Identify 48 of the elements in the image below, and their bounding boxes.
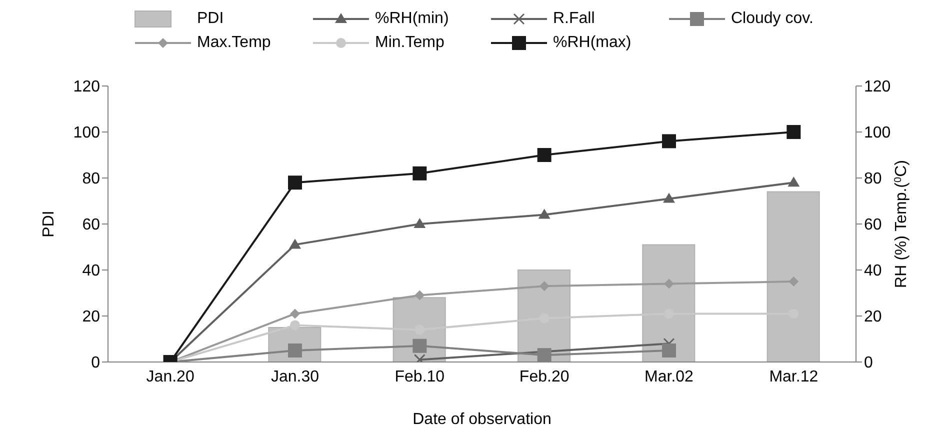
legend-label: Max.Temp <box>197 34 271 52</box>
y-tick-label: 40 <box>82 262 100 280</box>
point <box>539 281 550 292</box>
legend-label: %RH(min) <box>375 10 449 28</box>
legend-label: %RH(max) <box>553 34 632 52</box>
legend-label: R.Fall <box>553 10 595 28</box>
point <box>537 148 552 162</box>
y2-tick-label: 120 <box>864 78 891 96</box>
point <box>290 308 300 319</box>
point <box>538 208 550 219</box>
point <box>786 125 801 139</box>
y2-tick-label: 80 <box>864 170 882 188</box>
x-tick-label: Mar.02 <box>644 368 694 386</box>
point <box>414 290 425 300</box>
x-axis-title: Date of observation <box>412 411 552 428</box>
legend-label: Cloudy cov. <box>731 10 814 28</box>
point <box>788 176 800 187</box>
point <box>290 320 300 330</box>
point <box>663 192 675 203</box>
y-tick-label: 0 <box>91 354 100 372</box>
point <box>412 166 427 180</box>
x-tick-label: Mar.12 <box>769 368 818 386</box>
y-axis-title: PDI <box>40 210 58 238</box>
point <box>414 218 426 228</box>
legend-label: Min.Temp <box>375 34 444 52</box>
y-tick-label: 20 <box>82 308 100 326</box>
y-tick-label: 120 <box>73 78 100 96</box>
point <box>662 344 676 358</box>
y2-tick-label: 60 <box>864 216 882 234</box>
y-tick-label: 100 <box>73 124 100 142</box>
x-tick-label: Feb.20 <box>519 368 570 386</box>
point <box>412 338 427 353</box>
point <box>664 278 674 289</box>
point <box>289 238 301 249</box>
x-tick-label: Jan.20 <box>146 368 194 386</box>
y2-tick-label: 20 <box>864 308 882 326</box>
y2-tick-label: 40 <box>864 262 882 280</box>
y-tick-label: 80 <box>82 170 100 188</box>
point <box>788 276 799 286</box>
y-tick-label: 60 <box>82 216 100 234</box>
y2-tick-label: 0 <box>864 354 873 372</box>
y2-tick-label: 100 <box>864 124 891 142</box>
legend-label: PDI <box>197 10 224 28</box>
point <box>662 134 676 148</box>
x-tick-label: Feb.10 <box>394 368 445 386</box>
point <box>537 348 552 362</box>
point <box>288 176 302 190</box>
x-tick-label: Jan.30 <box>270 368 320 386</box>
